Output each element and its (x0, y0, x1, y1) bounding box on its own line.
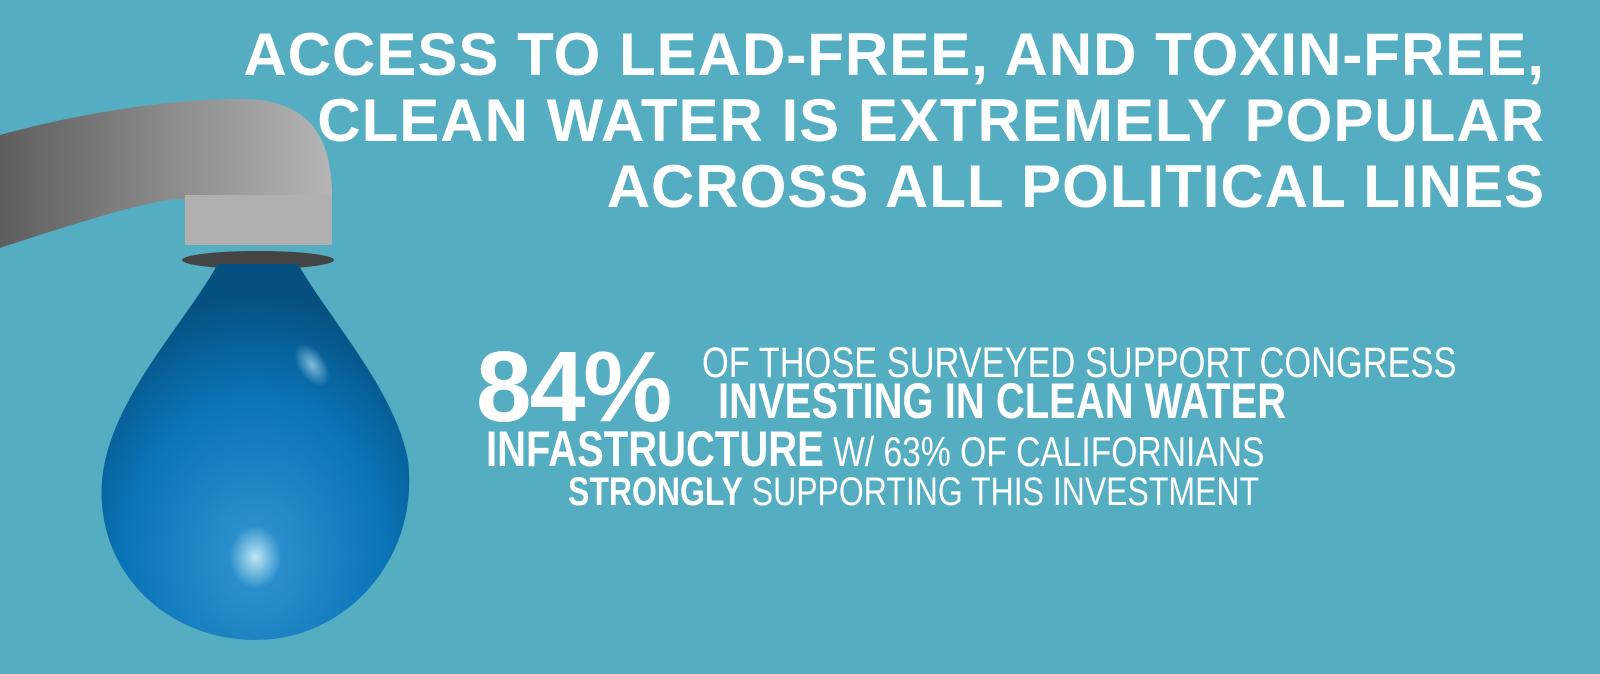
stat-line-3: INFASTRUCTURE W/ 63% OF CALIFORNIANS (486, 420, 1459, 478)
stat-line-2: INVESTING IN CLEAN WATER (718, 373, 1287, 429)
water-drop-icon (101, 264, 410, 640)
stat-line-4-bold: STRONGLY (568, 470, 743, 514)
stat-line-3-rest: W/ 63% OF CALIFORNIANS (823, 428, 1265, 475)
headline-line: ACROSS ALL POLITICAL LINES (606, 153, 1545, 220)
faucet-icon (0, 99, 334, 269)
headline-line: ACCESS TO LEAD-FREE, AND TOXIN-FREE, (243, 21, 1545, 88)
faucet-and-drop-illustration (0, 99, 410, 640)
stat-percent: 84% (476, 331, 672, 443)
headline-line: CLEAN WATER IS EXTREMELY POPULAR (317, 87, 1545, 154)
stat-line-3-bold: INFASTRUCTURE (486, 421, 824, 477)
stat-line-4-rest: SUPPORTING THIS INVESTMENT (742, 470, 1260, 514)
headline: ACCESS TO LEAD-FREE, AND TOXIN-FREE, CLE… (243, 22, 1545, 220)
stat-line-1: OF THOSE SURVEYED SUPPORT CONGRESS (702, 339, 1457, 387)
stat-line-4: STRONGLY SUPPORTING THIS INVESTMENT (568, 470, 1259, 515)
